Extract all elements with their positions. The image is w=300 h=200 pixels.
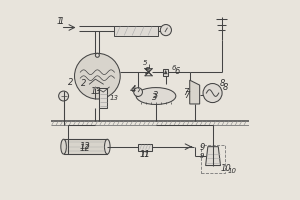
Text: 7: 7 [185, 91, 190, 100]
Ellipse shape [61, 139, 66, 154]
Text: 4: 4 [130, 87, 134, 93]
Ellipse shape [136, 88, 176, 104]
Text: 10: 10 [227, 168, 236, 174]
Text: 7: 7 [184, 88, 189, 97]
Text: 1: 1 [57, 17, 62, 26]
Circle shape [74, 53, 120, 99]
Circle shape [58, 91, 69, 101]
Text: 3: 3 [152, 93, 158, 102]
Text: 8: 8 [220, 79, 225, 88]
Text: 10: 10 [221, 164, 232, 173]
Text: 5: 5 [144, 67, 150, 76]
Text: 1: 1 [59, 17, 64, 26]
Text: 12: 12 [80, 144, 91, 153]
Bar [114, 26, 158, 36]
Text: 6: 6 [174, 67, 179, 76]
Bar [201, 145, 226, 173]
Polygon shape [190, 80, 200, 104]
Bar [99, 88, 107, 108]
Text: 8: 8 [222, 83, 228, 92]
Text: 2: 2 [68, 78, 73, 87]
Circle shape [134, 88, 142, 96]
Ellipse shape [104, 139, 110, 154]
Text: 9: 9 [200, 143, 205, 152]
Bar [163, 69, 169, 76]
Text: 13: 13 [109, 95, 118, 101]
Circle shape [95, 53, 99, 57]
Text: 4: 4 [130, 85, 136, 94]
Text: 5: 5 [142, 60, 147, 66]
Bar [138, 144, 152, 151]
Polygon shape [164, 70, 168, 74]
Text: 6: 6 [171, 65, 176, 71]
Text: 11: 11 [140, 152, 149, 158]
Text: 3: 3 [153, 91, 159, 100]
Circle shape [203, 84, 222, 103]
Text: 2: 2 [81, 79, 86, 88]
Text: 12: 12 [80, 142, 91, 151]
Text: 13: 13 [91, 87, 102, 96]
Polygon shape [206, 147, 220, 166]
Circle shape [160, 25, 172, 36]
Bar [64, 139, 107, 154]
Text: 11: 11 [140, 150, 150, 159]
Text: 9: 9 [200, 153, 204, 159]
